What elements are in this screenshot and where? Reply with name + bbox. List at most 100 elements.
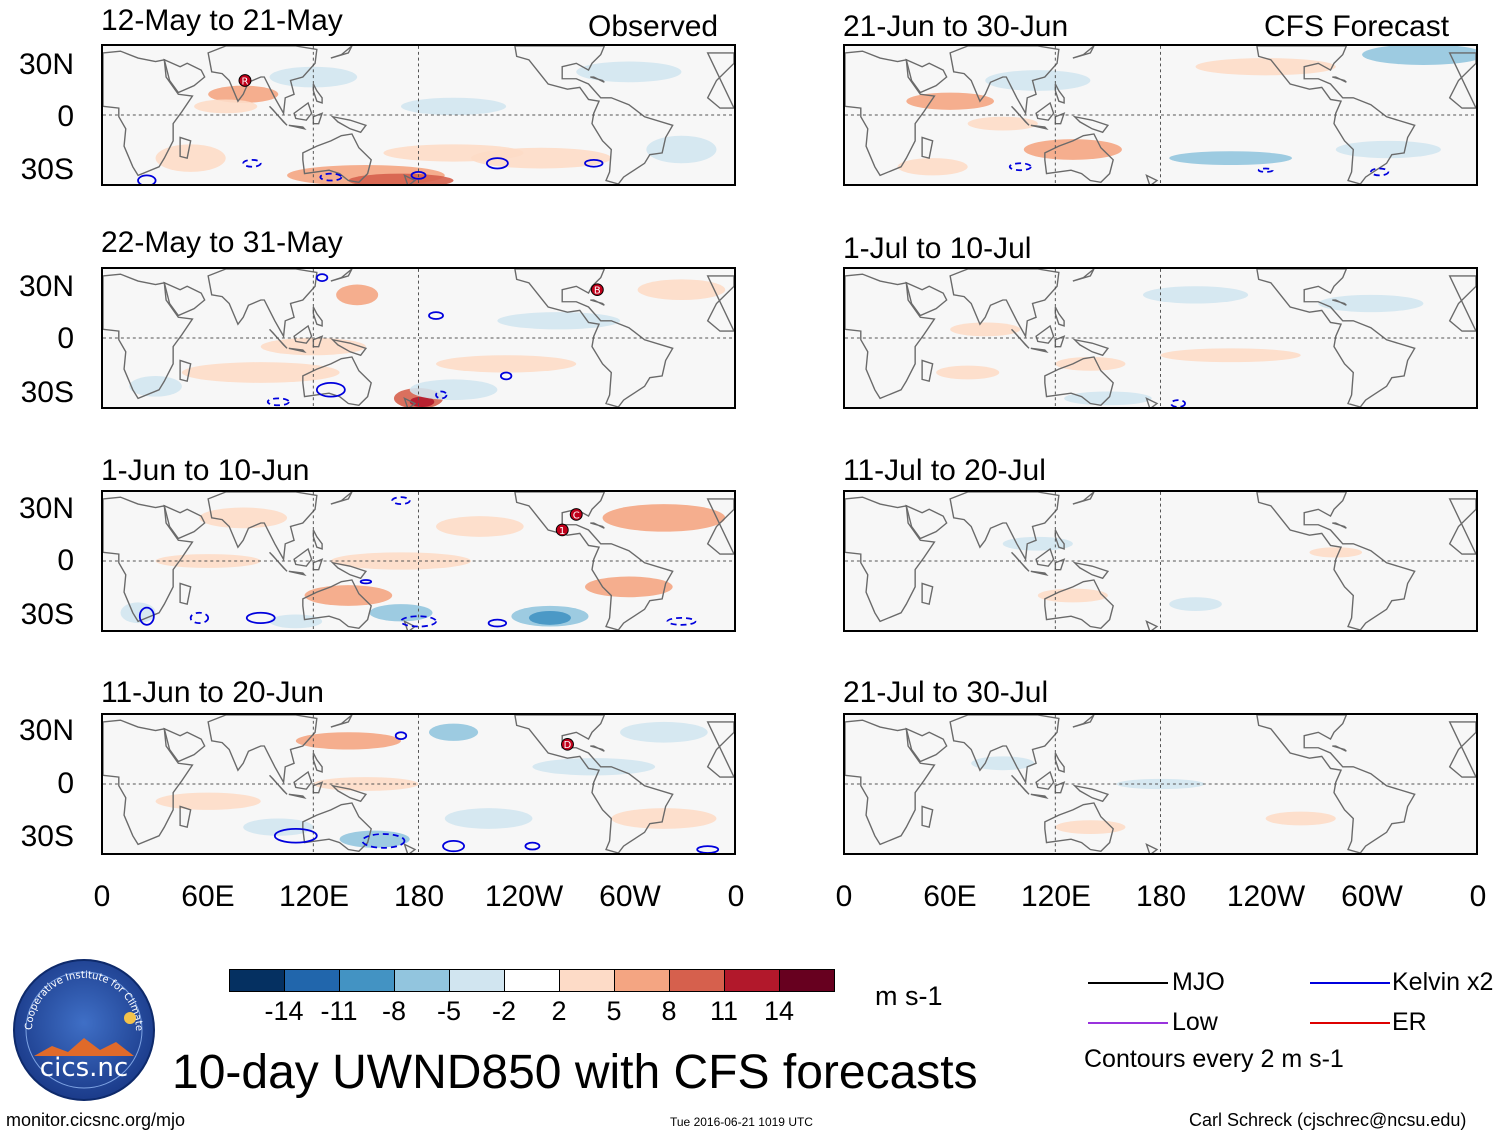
legend-contour-note: Contours every 2 m s-1 — [1084, 1045, 1344, 1073]
wind-anomaly-area — [950, 322, 1021, 337]
wind-anomaly-area — [330, 552, 472, 570]
coastline — [590, 76, 605, 83]
lon-label-fc-0-end: 0 — [1469, 880, 1487, 913]
coastline — [330, 492, 353, 505]
colorbar-label: -14 — [264, 996, 304, 1026]
coastline — [1054, 529, 1065, 550]
kelvin-contour — [1170, 399, 1186, 407]
coastline — [905, 58, 948, 94]
kelvin-contour — [1008, 162, 1032, 172]
kelvin-contour — [442, 840, 465, 853]
coastline — [1054, 558, 1066, 571]
coastline — [905, 281, 948, 317]
lat-label-30s-row2: 30S — [20, 376, 74, 409]
coastline — [1145, 174, 1159, 184]
lon-label-obs-0-end: 0 — [727, 880, 745, 913]
wind-anomaly-area — [400, 97, 507, 115]
colorbar-swatch — [449, 969, 505, 992]
forecast-map-panel-3 — [843, 490, 1478, 632]
coastline — [1030, 124, 1049, 130]
colorbar-swatch — [394, 969, 450, 992]
wind-anomaly-area — [637, 279, 726, 301]
lon-label-obs-180: 180 — [393, 880, 445, 913]
map-canvas — [845, 715, 1476, 853]
kelvin-contour — [410, 171, 427, 180]
coastline — [949, 492, 1060, 562]
coastline — [330, 115, 368, 134]
coastline — [1072, 492, 1095, 505]
storm-marker-label: C — [573, 510, 580, 521]
colorbar-label: -2 — [491, 996, 516, 1026]
coastline — [1054, 83, 1065, 104]
wind-anomaly-area — [194, 99, 258, 114]
lon-label-obs-60e: 60E — [181, 880, 235, 913]
observed-header: Observed — [588, 10, 719, 43]
colorbar-label: -8 — [381, 996, 406, 1026]
wind-anomaly-area — [243, 818, 314, 836]
forecast-panel-title-1: 21-Jun to 30-Jun — [843, 10, 1069, 43]
coastline — [706, 275, 734, 332]
observed-map-panel-2: B — [101, 267, 736, 409]
colorbar-swatch — [229, 969, 285, 992]
coastline — [1044, 356, 1114, 406]
wind-anomaly-area — [906, 92, 994, 110]
map-canvas — [845, 46, 1476, 184]
storm-marker-label: D — [564, 740, 572, 751]
coastline — [905, 727, 948, 763]
wind-anomaly-area — [269, 614, 323, 629]
kelvin-contour — [394, 731, 408, 741]
coastline — [1030, 570, 1049, 576]
legend-label-mjo: MJO — [1172, 968, 1225, 996]
wind-anomaly-area — [646, 135, 717, 164]
coastline — [1256, 46, 1416, 184]
coastline — [590, 299, 605, 306]
coastline — [1072, 338, 1110, 357]
coastline — [590, 745, 605, 752]
observed-map-panel-4: D — [101, 713, 736, 855]
coastline — [706, 498, 734, 555]
coastline — [845, 273, 936, 400]
coastline — [207, 46, 318, 116]
wind-anomaly-area — [1055, 356, 1126, 371]
legend-label-kelvin: Kelvin x2 — [1392, 968, 1494, 996]
forecast-panel-title-3: 11-Jul to 20-Jul — [843, 454, 1046, 487]
wind-anomaly-area — [1055, 820, 1126, 835]
coastline — [293, 770, 313, 790]
wind-anomaly-area — [532, 758, 656, 776]
footer-url[interactable]: monitor.cicsnc.org/mjo — [6, 1110, 186, 1130]
kelvin-contour — [584, 158, 604, 168]
map-canvas — [845, 269, 1476, 407]
kelvin-contour — [319, 172, 343, 182]
coastline — [163, 281, 206, 317]
coastline — [293, 101, 313, 121]
coastline — [103, 496, 194, 623]
wind-anomaly-area — [1142, 286, 1249, 304]
map-canvas — [845, 492, 1476, 630]
legend-line-kelvin — [1310, 982, 1390, 984]
coastline — [1054, 306, 1065, 327]
wind-anomaly-area — [181, 362, 340, 383]
map-canvas: D — [103, 715, 734, 853]
coastline — [1332, 76, 1347, 83]
coastline — [312, 83, 323, 104]
footer-timestamp: Tue 2016-06-21 1019 UTC — [670, 1115, 813, 1129]
coastline — [207, 492, 318, 562]
colorbar-swatch — [724, 969, 780, 992]
coastline — [514, 492, 674, 630]
coastline — [1035, 324, 1055, 344]
coastline — [179, 136, 192, 159]
wind-anomaly-area — [1023, 139, 1122, 160]
storm-marker-label: 1 — [559, 526, 565, 537]
forecast-map-panel-2 — [843, 267, 1478, 409]
lat-label-30s-row4: 30S — [20, 820, 74, 853]
coastline — [163, 504, 206, 540]
kelvin-contour — [391, 496, 411, 505]
colorbar-swatch — [504, 969, 560, 992]
coastline — [921, 805, 934, 828]
coastline — [949, 715, 1060, 785]
lon-label-obs-60w: 60W — [599, 880, 661, 913]
wind-anomaly-area — [936, 365, 1000, 380]
legend-label-low: Low — [1172, 1008, 1218, 1036]
coastline — [1011, 774, 1030, 795]
colorbar-label: 8 — [661, 996, 677, 1026]
